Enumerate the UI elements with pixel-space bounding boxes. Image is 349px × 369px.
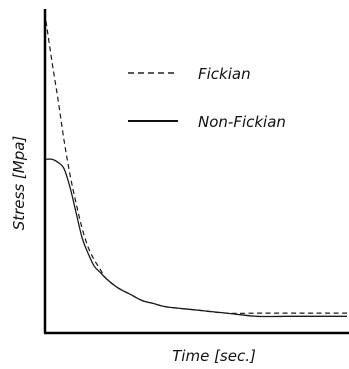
series-line-non-fickian [45,158,347,318]
legend-label-non-fickian: Non-Fickian [198,113,286,131]
series-layer [45,21,347,318]
legend: Fickian Non-Fickian [128,65,286,131]
y-axis-label: Stress [Mpa] [10,136,28,231]
legend-label-fickian: Fickian [198,65,251,83]
x-axis-label: Time [sec.] [172,347,256,365]
series-line-fickian [45,21,347,314]
